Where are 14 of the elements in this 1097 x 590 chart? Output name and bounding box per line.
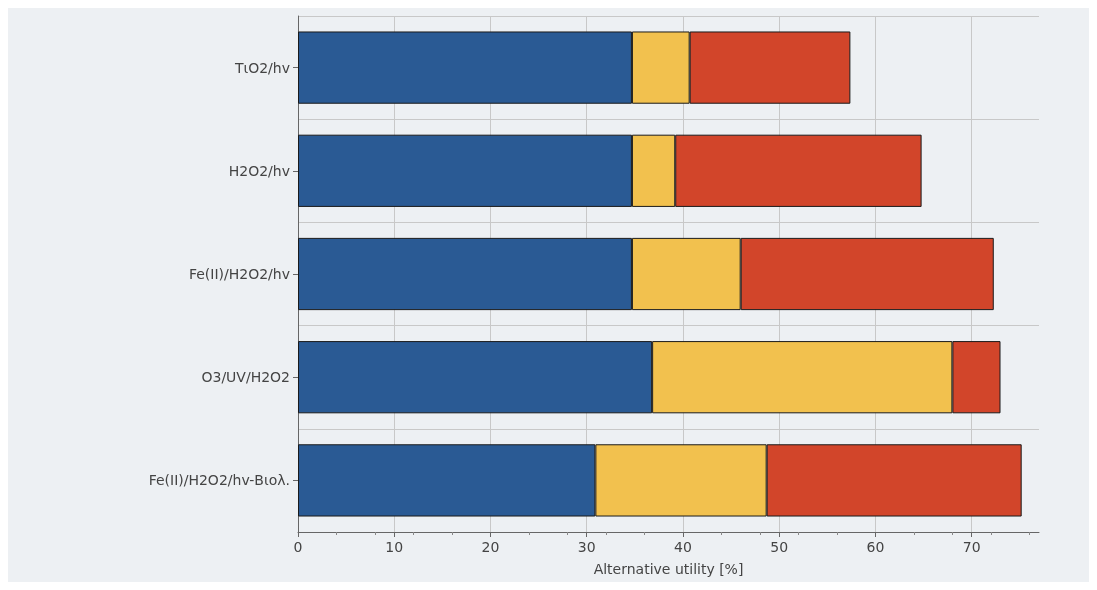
x-tick-label: 40 — [674, 539, 692, 555]
y-tick-label: O3/UV/H2O2 — [201, 369, 290, 386]
x-tick-label: 70 — [962, 539, 981, 555]
y-tick-label: Fe(II)/H2O2/hv-Βιολ. — [148, 472, 290, 489]
y-tick-label: Fe(II)/H2O2/hv — [188, 266, 290, 282]
x-tick-label: 50 — [770, 539, 789, 555]
x-tick-label: 20 — [481, 539, 500, 555]
x-tick-label: 30 — [577, 539, 596, 555]
x-tick-label: 10 — [385, 539, 404, 555]
x-tick-label: 0 — [293, 539, 303, 555]
y-tick-label: TιO2/hv — [233, 59, 290, 76]
x-tick-label: 60 — [866, 539, 885, 555]
x-axis-title: Alternative utility [%] — [593, 561, 744, 577]
y-tick-label: H2O2/hv — [228, 162, 290, 179]
